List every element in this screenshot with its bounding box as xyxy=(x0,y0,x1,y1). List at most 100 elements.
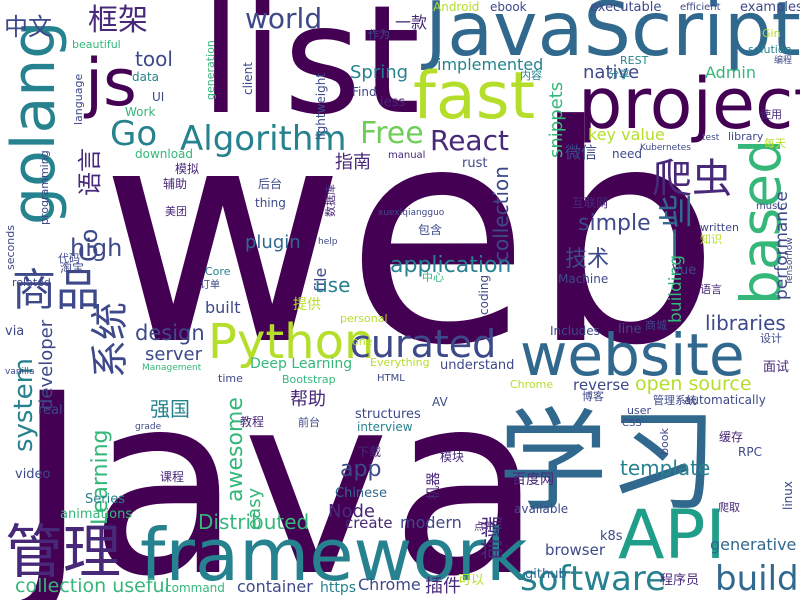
word: 辅助 xyxy=(163,177,187,191)
word: REST xyxy=(620,54,649,67)
word: video xyxy=(15,467,51,482)
word: linux xyxy=(781,481,795,510)
word: Series xyxy=(85,492,125,507)
word: 框架 xyxy=(88,3,148,38)
word: 淘宝 xyxy=(60,261,84,275)
word: Python xyxy=(208,314,374,370)
word: 可以 xyxy=(458,573,484,588)
word: server xyxy=(145,344,203,365)
word: generation xyxy=(204,40,217,100)
word: grade xyxy=(135,422,162,432)
word: Deep Learning xyxy=(250,356,352,372)
word: UI xyxy=(152,90,164,104)
word: examples xyxy=(740,0,800,15)
word: github xyxy=(525,567,567,582)
word: 一款 xyxy=(395,13,427,32)
word: Includes xyxy=(550,324,600,338)
word: Kubernetes xyxy=(640,143,691,153)
word: efficient xyxy=(680,2,721,13)
word: 前台 xyxy=(298,415,320,429)
word: modern xyxy=(400,513,462,532)
word: automatically xyxy=(684,393,766,407)
word: 爬虫 xyxy=(652,156,732,202)
word: 爬取 xyxy=(718,501,740,514)
word: 前端 xyxy=(481,516,506,560)
word: 缓存 xyxy=(719,430,743,444)
word: command xyxy=(165,581,225,595)
word: 下载 xyxy=(357,445,381,459)
word: time xyxy=(218,372,243,385)
word: 中心 xyxy=(422,271,444,284)
word: plugin xyxy=(245,232,301,253)
word: executable xyxy=(590,0,661,15)
word: golang xyxy=(0,21,69,225)
word: manual xyxy=(388,150,425,161)
word: 系统 xyxy=(88,302,132,378)
word: 技术 xyxy=(565,247,609,272)
word: 模块 xyxy=(440,450,464,464)
word: template xyxy=(620,456,710,480)
word: user xyxy=(627,404,651,417)
word: collection xyxy=(489,166,513,262)
word: coding xyxy=(477,275,491,315)
word: 插件 xyxy=(425,576,461,597)
word: seconds xyxy=(4,225,17,270)
word: curated xyxy=(350,322,496,366)
word: beautiful xyxy=(72,38,121,51)
word: awesome xyxy=(223,397,248,502)
word: 一些 xyxy=(657,194,697,262)
word: 管理 xyxy=(5,518,121,586)
word: help xyxy=(318,237,338,247)
word: 机器 xyxy=(426,472,442,500)
word: Go xyxy=(110,114,157,154)
word: React xyxy=(430,124,509,157)
word: 互联网 xyxy=(572,196,608,210)
word: 面试 xyxy=(763,360,789,375)
word: reverse xyxy=(573,376,629,394)
word: 课程 xyxy=(160,469,184,484)
word: 百度网 xyxy=(512,472,554,488)
word: Java xyxy=(2,340,543,600)
word: 帮助 xyxy=(290,389,326,410)
word: ebook xyxy=(490,0,527,14)
word: simple xyxy=(578,211,651,236)
word: thing xyxy=(255,196,286,210)
word: generative xyxy=(710,535,796,554)
word: 语言 xyxy=(700,283,722,296)
word: 博客 xyxy=(582,389,604,403)
word: website xyxy=(520,321,745,389)
word: file xyxy=(311,268,330,292)
word: rust xyxy=(462,156,487,171)
word: Tensorflow xyxy=(785,237,795,286)
word: 包含 xyxy=(418,222,442,237)
word: key value xyxy=(588,125,665,144)
word: Algorithm xyxy=(180,119,347,159)
word: 强国 xyxy=(150,397,190,421)
word: need xyxy=(612,147,642,161)
word: understand xyxy=(440,358,514,373)
word: open source xyxy=(635,373,752,395)
word: 后台 xyxy=(258,176,282,191)
word: app xyxy=(340,457,381,482)
word: list xyxy=(200,0,420,148)
word: 教程 xyxy=(240,414,264,429)
word: 设计 xyxy=(760,332,782,345)
word: language xyxy=(72,74,85,125)
word: project xyxy=(578,63,800,145)
word: RPC xyxy=(738,445,762,459)
word: 订单 xyxy=(200,279,220,291)
word: 模拟 xyxy=(175,162,199,176)
word: Chinese xyxy=(335,486,387,501)
word: js xyxy=(83,46,137,121)
word: snippets xyxy=(546,82,567,158)
word: 中文 xyxy=(4,13,52,41)
word: Find xyxy=(352,85,377,99)
word: Gin xyxy=(762,27,781,40)
word: xuexiqiangguo xyxy=(378,208,445,218)
word: vanilla xyxy=(5,367,35,377)
word: application xyxy=(390,253,511,278)
word: available xyxy=(514,502,568,516)
word: Android xyxy=(433,0,479,14)
